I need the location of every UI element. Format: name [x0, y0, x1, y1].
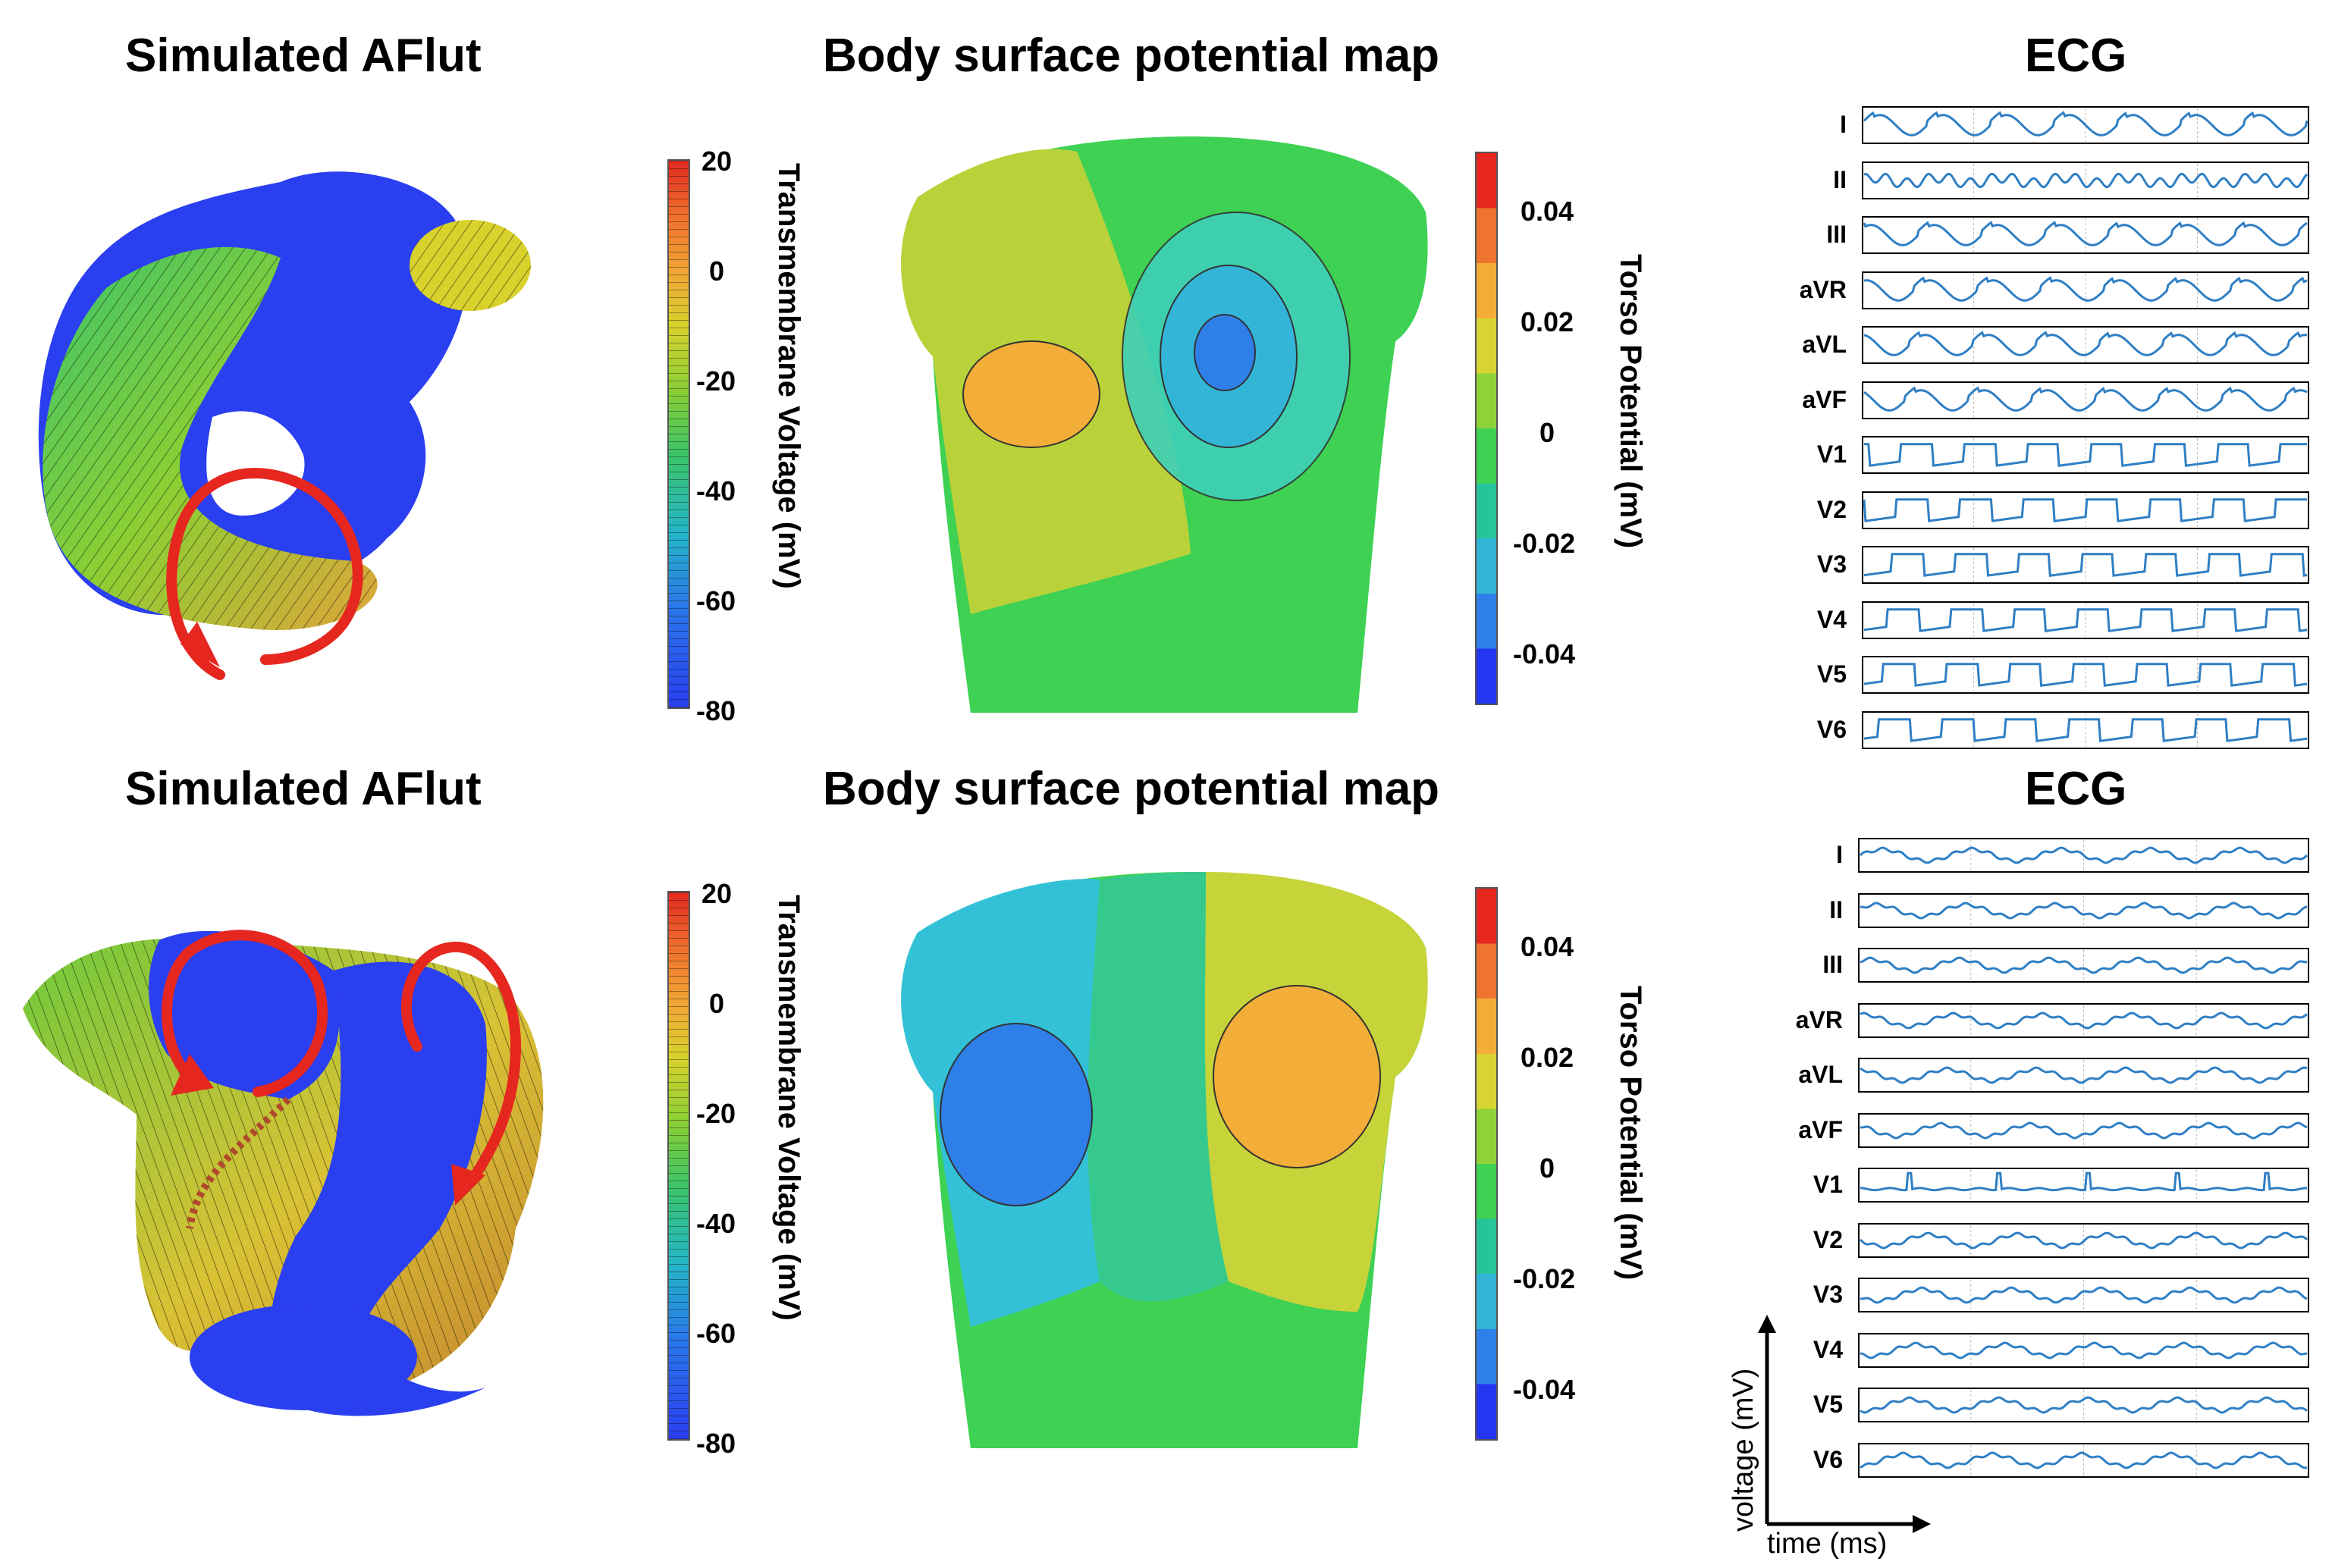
trans-tick: -60 [696, 585, 736, 616]
map-title-1: Body surface potential map [823, 30, 1440, 82]
trans-tick: -20 [696, 365, 736, 397]
ecg-trace-V6 [1858, 1442, 2309, 1478]
trans-tick: -80 [696, 1428, 736, 1459]
arrowhead-1 [180, 622, 220, 667]
trans-axis-label-2: Transmembrane Voltage (mV) [772, 895, 805, 1321]
torso-tick: 0.04 [1521, 196, 1574, 227]
ecg-trace-V1 [1858, 1168, 2309, 1203]
ecg-lead-label: V2 [1813, 1225, 1843, 1253]
ecg-lead-label: aVF [1798, 1115, 1843, 1143]
ecg-lead-label: II [1829, 895, 1843, 924]
trans-tick: -60 [696, 1318, 736, 1349]
ecg-lead-label: aVR [1799, 275, 1847, 303]
trans-tick: -40 [696, 475, 736, 506]
ecg-trace-I [1858, 838, 2309, 873]
ecg-title-2: ECG [2025, 763, 2127, 815]
transmembrane-colorbar-2 [667, 891, 690, 1441]
ecg-lead-label: II [1833, 165, 1847, 193]
ecg-lead-label: V4 [1813, 1335, 1843, 1363]
ecg-trace-aVL [1858, 1058, 2309, 1093]
ecg-trace-III [1862, 216, 2309, 254]
ecg-trace-II [1862, 161, 2309, 199]
y-axis-label: voltage (mV) [1728, 1368, 1759, 1532]
torso-tick: -0.02 [1513, 1263, 1576, 1294]
axis-indicator [1758, 1315, 1931, 1533]
ecg-lead-label: V1 [1813, 1171, 1843, 1198]
ecg-lead-label: V1 [1816, 441, 1847, 468]
ecg-trace-V5 [1858, 1388, 2309, 1422]
ecg-trace-aVF [1862, 381, 2309, 419]
reentry-arrow-2b [401, 941, 522, 1188]
ecg-trace-V1 [1862, 436, 2309, 474]
ecg-trace-V2 [1858, 1222, 2309, 1258]
ecg-trace-aVL [1862, 326, 2309, 364]
ecg-trace-II [1858, 892, 2309, 928]
trans-axis-label-1: Transmembrane Voltage (mV) [772, 163, 805, 589]
ecg-lead-label: I [1836, 841, 1843, 868]
ecg-lead-label: V3 [1813, 1281, 1843, 1308]
x-axis-label: time (ms) [1767, 1528, 1888, 1560]
torso-axis-label-1: Torso Potential (mV) [1614, 254, 1647, 549]
torso-map-1 [901, 136, 1428, 713]
ecg-trace-I [1862, 106, 2309, 144]
map-title-2: Body surface potential map [823, 763, 1440, 815]
ecg-lead-label: aVR [1795, 1005, 1843, 1033]
ecg-lead-label: V5 [1813, 1391, 1843, 1418]
atria-render-2 [23, 930, 544, 1416]
torso-tick: -0.02 [1513, 528, 1576, 559]
ecg-lead-label: V4 [1816, 605, 1847, 633]
arrowhead-2b [451, 1164, 485, 1206]
arrowhead-2a [171, 1054, 214, 1096]
torso-tick: -0.04 [1513, 1374, 1576, 1405]
sim-title-2: Simulated AFlut [125, 763, 482, 815]
torso-tick: 0.02 [1521, 306, 1574, 337]
torso-tick: 0.04 [1521, 931, 1574, 962]
ecg-trace-aVR [1858, 1002, 2309, 1038]
ecg-lead-label: aVF [1802, 385, 1847, 413]
trans-tick: -80 [696, 695, 736, 726]
ecg-lead-label: V6 [1813, 1445, 1843, 1473]
ecg-title-1: ECG [2025, 30, 2127, 82]
ecg-trace-V4 [1858, 1332, 2309, 1368]
ecg-lead-label: III [1826, 221, 1847, 248]
torso-tick: 0 [1539, 417, 1555, 448]
trans-tick: 0 [709, 256, 725, 287]
ecg-lead-label: V6 [1816, 715, 1847, 743]
ecg-trace-aVR [1862, 271, 2309, 309]
torso-map-2 [901, 872, 1428, 1448]
torso-tick: -0.04 [1513, 638, 1576, 670]
trans-tick: -20 [696, 1098, 736, 1129]
torso-tick: 0.02 [1521, 1042, 1574, 1073]
reentry-arrow-1 [166, 468, 363, 680]
transmembrane-colorbar-1 [667, 159, 690, 709]
ecg-lead-label: I [1840, 111, 1847, 138]
torso-colorbar-1 [1475, 152, 1498, 705]
ecg-trace-V2 [1862, 491, 2309, 529]
trans-tick: 20 [701, 146, 733, 177]
atria-render-1 [38, 171, 531, 680]
trans-tick: 0 [709, 988, 725, 1019]
ecg-trace-V4 [1862, 601, 2309, 639]
torso-tick: 0 [1539, 1152, 1555, 1184]
ecg-trace-III [1858, 948, 2309, 983]
ecg-lead-label: aVL [1802, 331, 1847, 358]
ecg-trace-V6 [1862, 710, 2309, 749]
ecg-lead-label: III [1822, 951, 1843, 978]
ecg-trace-V3 [1862, 546, 2309, 584]
ecg-trace-V5 [1862, 656, 2309, 694]
torso-axis-label-2: Torso Potential (mV) [1614, 986, 1647, 1281]
trans-tick: 20 [701, 878, 733, 909]
ecg-trace-aVF [1858, 1112, 2309, 1148]
ecg-lead-label: V2 [1816, 495, 1847, 523]
sim-title-1: Simulated AFlut [125, 30, 482, 82]
reentry-arrow-2a [162, 930, 328, 1097]
ecg-trace-V3 [1858, 1278, 2309, 1312]
torso-colorbar-2 [1475, 887, 1498, 1441]
ecg-lead-label: aVL [1798, 1061, 1843, 1088]
ecg-lead-label: V5 [1816, 660, 1847, 688]
ecg-lead-label: V3 [1816, 550, 1847, 578]
trans-tick: -40 [696, 1208, 736, 1239]
